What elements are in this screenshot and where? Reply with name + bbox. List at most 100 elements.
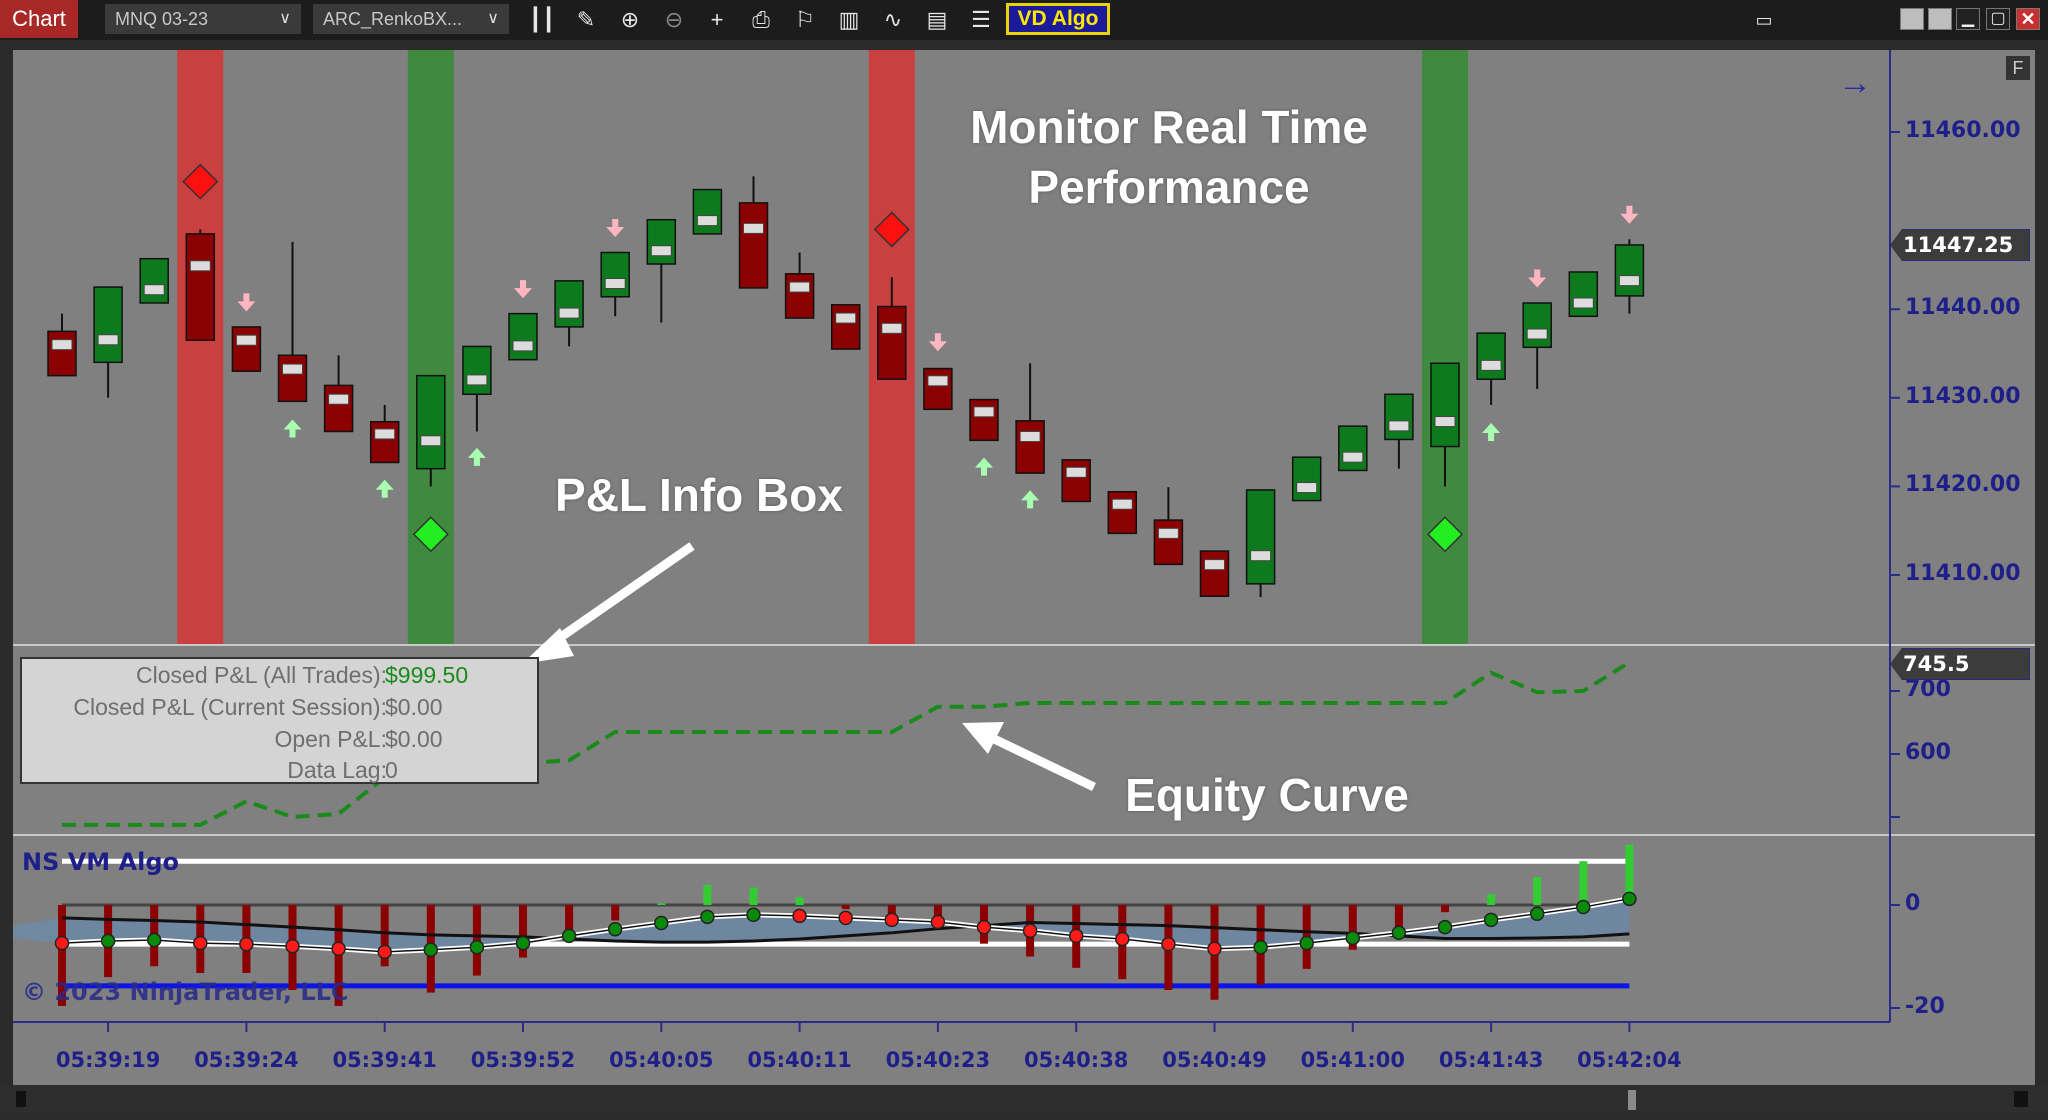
candle-body (646, 218, 677, 265)
window-button[interactable] (1900, 8, 1924, 30)
indicator-histogram-bar (703, 884, 712, 905)
candle-body (923, 367, 953, 411)
f-button[interactable]: F (2006, 56, 2030, 80)
scroll-right-button[interactable] (2014, 1091, 2028, 1107)
time-axis-label: 05:42:04 (1577, 1048, 1682, 1072)
candle-body (1568, 271, 1599, 318)
indicator-dot (193, 935, 208, 951)
indicator-dot (1253, 939, 1268, 955)
indicator-dot (1437, 919, 1453, 935)
candle-marker (282, 363, 303, 375)
strategy-flag-icon[interactable]: ⚐ (795, 7, 815, 32)
instrument-selector[interactable]: MNQ 03-23 ∨ (105, 4, 301, 34)
indicator-dot (100, 933, 116, 949)
pnl-value: $0.00 (385, 694, 443, 720)
close-button[interactable]: ✕ (2016, 8, 2040, 30)
bar-type-value: ARC_RenkoBX... (323, 9, 463, 29)
pencil-icon[interactable]: ✎ (576, 7, 596, 32)
indicator-dot (1576, 899, 1591, 915)
time-axis-label: 05:39:19 (55, 1048, 161, 1072)
candle-marker (512, 340, 534, 352)
signal-diamond-short (873, 211, 910, 248)
indicator-dot (654, 915, 669, 931)
candle-marker (1250, 550, 1272, 562)
bar-type-selector[interactable]: ARC_RenkoBX... ∨ (313, 4, 509, 34)
candle-body (93, 286, 123, 364)
chart-style-icon[interactable]: ▥ (838, 7, 860, 32)
candle-marker (743, 222, 764, 234)
maximize-button[interactable]: ▢ (1986, 8, 2010, 30)
signal-diamond-long (412, 516, 449, 553)
time-axis-label: 05:39:41 (332, 1048, 437, 1072)
candle-body (416, 374, 446, 470)
time-axis-label: 05:40:23 (885, 1048, 991, 1072)
indicator-axis-label: 0 (1905, 891, 1921, 916)
candle-body (1107, 490, 1138, 535)
annotation-monitor-line2: Performance (1028, 161, 1310, 213)
chart-canvas[interactable] (0, 40, 2048, 1120)
up-arrow-icon (1021, 490, 1040, 509)
candle-marker (604, 278, 626, 290)
time-axis-label: 05:40:38 (1023, 1048, 1129, 1072)
zoom-out-icon[interactable]: ⊖ (664, 7, 684, 32)
candle-body (1522, 302, 1552, 349)
chevron-down-icon: ∨ (487, 10, 499, 27)
candle-marker (189, 260, 211, 272)
line-chart-icon[interactable]: ∿ (883, 7, 903, 32)
pnl-row: Closed P&L (All Trades): $999.50 (22, 662, 537, 694)
monitor-icon[interactable]: ▭ (1755, 10, 1773, 30)
data-box-icon[interactable]: ⎙ (752, 7, 770, 32)
candle-marker (1480, 359, 1502, 371)
indicator-fill-edge (13, 917, 62, 944)
candle-marker (650, 245, 672, 257)
candle-body (1153, 519, 1184, 566)
last-price-tag: 11447.25 (1890, 229, 2030, 261)
indicator-dot (1161, 936, 1176, 952)
up-arrow-icon (283, 419, 302, 438)
price-axis-label: 11430.00 (1905, 383, 2021, 409)
list-icon[interactable]: ☰ (971, 7, 991, 32)
crosshair-icon[interactable]: + (710, 7, 724, 32)
time-axis-label: 05:41:00 (1300, 1048, 1406, 1072)
scroll-to-end-arrow-icon[interactable]: → (1838, 64, 1872, 102)
candle-body (830, 304, 861, 350)
zoom-in-icon[interactable]: ⊕ (620, 7, 640, 32)
candle-body (1061, 459, 1091, 503)
candle-marker (1157, 527, 1179, 539)
pnl-label: Data Lag: (287, 757, 387, 783)
indicator-dot (515, 935, 531, 951)
minimize-button[interactable]: ▁ (1956, 8, 1980, 30)
indicator-dot (884, 912, 900, 928)
indicator-dot (1207, 941, 1222, 957)
tab-chart[interactable]: Chart (0, 0, 78, 38)
horizontal-scrollbar[interactable] (0, 1085, 2048, 1113)
up-arrow-icon (467, 447, 486, 466)
indicator-histogram-bar (611, 905, 620, 921)
candle-body (1245, 489, 1276, 585)
candle-body (1338, 425, 1368, 472)
signal-diamond-short (182, 163, 219, 200)
indicator-dot (423, 942, 439, 958)
candle-marker (1296, 482, 1318, 494)
candle-body (600, 251, 630, 298)
down-arrow-icon (514, 280, 532, 299)
indicator-dot (1483, 912, 1499, 928)
properties-icon[interactable]: ▤ (926, 7, 948, 32)
candle-marker (374, 428, 396, 440)
vd-algo-button[interactable]: VD Algo (1006, 3, 1110, 35)
scroll-left-button[interactable] (16, 1091, 26, 1107)
indicator-dot (146, 932, 162, 948)
window-button[interactable] (1928, 8, 1952, 30)
pnl-label: Closed P&L (Current Session): (73, 694, 387, 720)
indicator-histogram-bar (657, 903, 666, 905)
scrollbar-thumb[interactable] (1628, 1090, 1636, 1110)
pnl-value: 0 (385, 757, 398, 783)
pnl-box-arrow (542, 542, 695, 652)
candle-marker (1526, 328, 1548, 340)
toolbar: Chart MNQ 03-23 ∨ ARC_RenkoBX... ∨ ┃┃ ✎ ⊕ … (0, 0, 2048, 40)
indicator-histogram-bar (565, 905, 574, 930)
indicator-dot (1529, 906, 1545, 922)
bar-chart-icon[interactable]: ┃┃ (528, 7, 556, 32)
indicator-histogram-bar (1394, 905, 1403, 930)
time-axis-label: 05:40:11 (747, 1048, 852, 1072)
